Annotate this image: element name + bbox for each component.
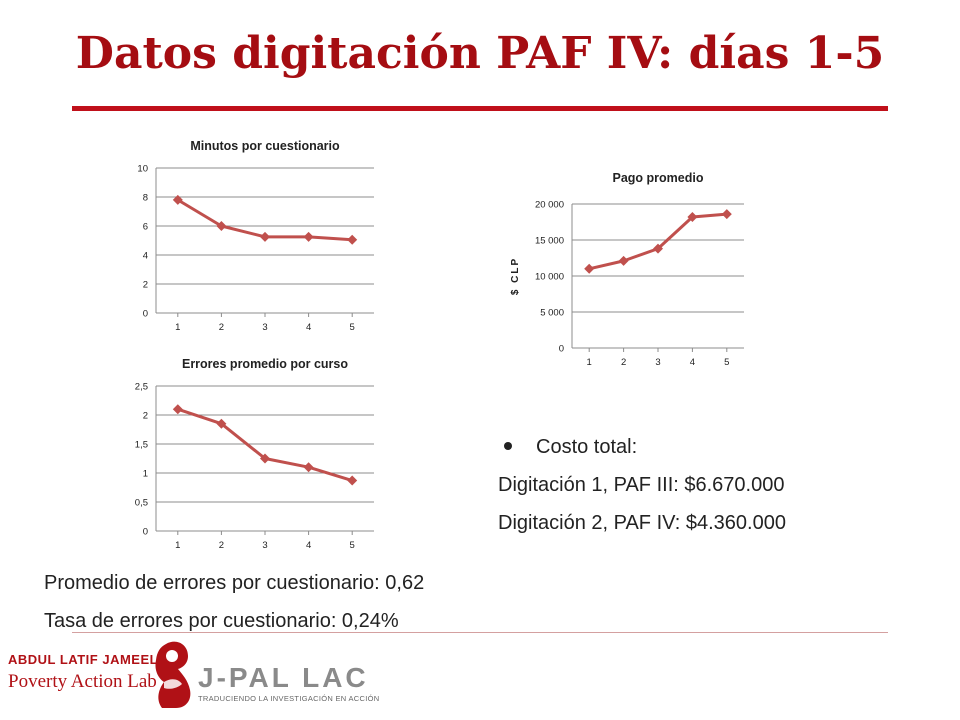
y-tick-label: 1,5 bbox=[135, 440, 148, 451]
x-tick-label: 5 bbox=[350, 322, 355, 333]
data-point bbox=[260, 231, 270, 242]
jpal-wordmark: ABDUL LATIF JAMEEL Poverty Action Lab bbox=[8, 652, 158, 693]
y-tick-label: 8 bbox=[143, 193, 148, 204]
footer-divider bbox=[72, 632, 888, 633]
y-tick-label: 15 000 bbox=[535, 236, 564, 247]
y-tick-label: 0,5 bbox=[135, 498, 148, 509]
logo-tagline: TRADUCIENDO LA INVESTIGACIÓN EN ACCIÓN bbox=[198, 694, 380, 703]
cost-summary: Costo total: Digitación 1, PAF III: $6.6… bbox=[498, 428, 786, 542]
x-tick-label: 4 bbox=[690, 357, 695, 368]
slide-title: Datos digitación PAF IV: días 1-5 bbox=[75, 28, 885, 79]
y-tick-label: 1 bbox=[143, 469, 148, 480]
logo-org-line1: ABDUL LATIF JAMEEL bbox=[8, 652, 159, 667]
cost-line-2: Digitación 2, PAF IV: $4.360.000 bbox=[498, 512, 786, 534]
data-point bbox=[172, 404, 183, 415]
chart-errores-promedio-por-curso: Errores promedio por curso 0 0,5 1 1,5 2 2,5 1 2… bbox=[120, 348, 380, 558]
jpal-emblem-icon bbox=[148, 638, 200, 715]
x-tick-label: 2 bbox=[219, 540, 224, 551]
title-underline bbox=[72, 106, 888, 111]
y-tick-label: 0 bbox=[143, 527, 148, 538]
chart-minutos-por-cuestionario: Minutos por cuestionario 0 2 4 6 8 10 1 2 3 4 5 bbox=[120, 130, 380, 340]
y-tick-label: 2,5 bbox=[135, 382, 148, 393]
bullet-dot-icon bbox=[504, 442, 512, 450]
data-point bbox=[584, 263, 595, 274]
x-tick-label: 4 bbox=[306, 540, 311, 551]
y-tick-label: 0 bbox=[143, 309, 148, 320]
data-point bbox=[687, 211, 698, 222]
y-tick-label: 2 bbox=[143, 280, 148, 291]
bullet-text: Costo total: bbox=[536, 436, 638, 458]
data-point bbox=[216, 221, 227, 231]
data-point bbox=[172, 194, 183, 205]
x-tick-label: 3 bbox=[262, 322, 267, 333]
x-tick-label: 1 bbox=[175, 540, 180, 551]
cost-line-1: Digitación 1, PAF III: $6.670.000 bbox=[498, 474, 785, 496]
x-tick-label: 3 bbox=[262, 540, 267, 551]
data-point bbox=[216, 418, 227, 429]
data-point bbox=[618, 255, 629, 266]
x-tick-label: 3 bbox=[655, 357, 660, 368]
data-point bbox=[653, 243, 663, 254]
data-point bbox=[260, 453, 270, 464]
y-tick-label: 2 bbox=[143, 411, 148, 422]
data-point bbox=[721, 209, 732, 220]
y-tick-label: 6 bbox=[143, 222, 148, 233]
y-tick-label: 0 bbox=[559, 344, 564, 355]
x-tick-label: 4 bbox=[306, 322, 311, 333]
y-tick-label: 10 000 bbox=[535, 272, 564, 283]
series-line bbox=[588, 212, 727, 271]
jpal-lac-logo: J-PAL LAC TRADUCIENDO LA INVESTIGACIÓN E… bbox=[198, 662, 379, 703]
error-average-line: Promedio de errores por cuestionario: 0,… bbox=[44, 572, 425, 594]
logo-org-line2: Poverty Action Lab bbox=[8, 671, 157, 692]
x-tick-label: 1 bbox=[587, 357, 592, 368]
data-point bbox=[303, 462, 314, 473]
series-line bbox=[177, 407, 353, 482]
x-tick-label: 5 bbox=[350, 540, 355, 551]
x-tick-label: 2 bbox=[219, 322, 224, 333]
data-point bbox=[303, 231, 314, 242]
y-tick-label: 4 bbox=[143, 251, 148, 262]
chart-title: Pago promedio bbox=[613, 171, 704, 185]
data-point bbox=[347, 475, 358, 486]
x-tick-label: 5 bbox=[724, 357, 729, 368]
logo-brand: J-PAL LAC bbox=[198, 662, 369, 693]
chart-svg: Pago promedio 0 5 000 10 000 15 000 20 000 1 2 3… bbox=[510, 171, 744, 368]
error-summary: Promedio de errores por cuestionario: 0,… bbox=[44, 564, 424, 640]
y-tick-label: 5 000 bbox=[540, 308, 564, 319]
x-tick-label: 1 bbox=[175, 322, 180, 333]
x-tick-label: 2 bbox=[621, 357, 626, 368]
chart-title: Errores promedio por curso bbox=[182, 357, 348, 371]
data-point bbox=[347, 234, 358, 245]
y-tick-label: 20 000 bbox=[535, 200, 564, 211]
error-rate-line: Tasa de errores por cuestionario: 0,24% bbox=[44, 610, 399, 632]
y-tick-label: 10 bbox=[137, 164, 148, 175]
chart-svg: Errores promedio por curso 0 0,5 1 1,5 2 2,5 1 2… bbox=[135, 357, 374, 551]
chart-title: Minutos por cuestionario bbox=[190, 139, 340, 153]
bullet-item: Costo total: bbox=[498, 428, 786, 466]
y-axis-label: $ CLP bbox=[510, 257, 521, 295]
chart-pago-promedio: Pago promedio 0 5 000 10 000 15 000 20 000 1 2 3… bbox=[496, 164, 758, 378]
